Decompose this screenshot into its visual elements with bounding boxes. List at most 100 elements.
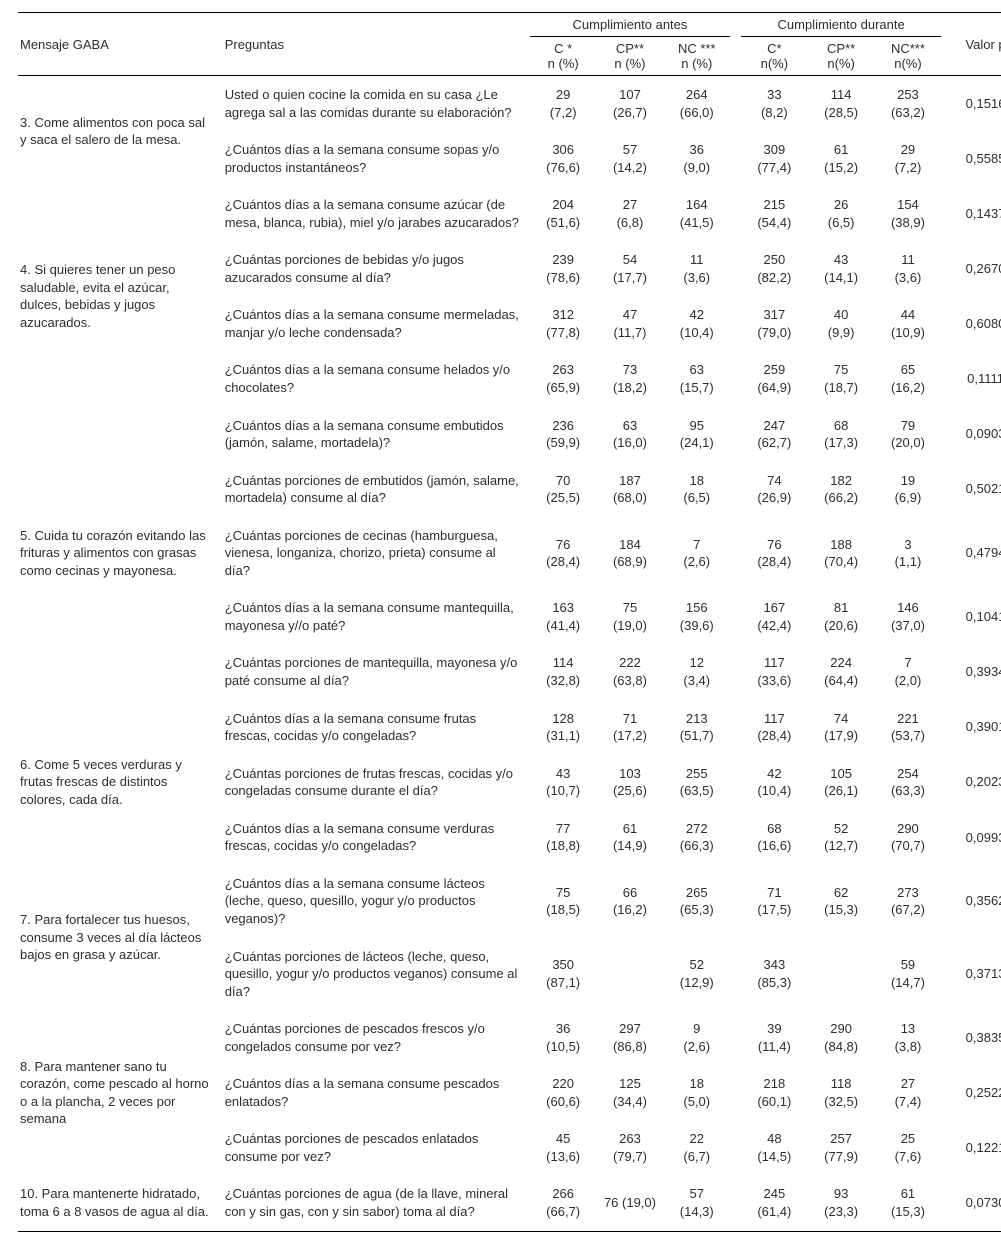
nc-dur-cell: 154(38,9) [875,186,942,241]
nc-dur-cell: 254(63,3) [875,755,942,810]
gaba-table: Mensaje GABA Preguntas Cumplimiento ante… [18,12,1001,1232]
valorp-cell: 0,3713 [952,938,1001,1011]
cp-dur-cell: 188(70,4) [808,517,875,590]
pregunta-cell: ¿Cuántos días a la semana consume verdur… [223,810,530,865]
nc-dur-cell: 7(2,0) [875,644,942,699]
c-antes-cell: 163(41,4) [530,589,597,644]
cp-dur-cell: 61(15,2) [808,131,875,186]
nc-dur-cell: 65(16,2) [875,351,942,406]
pregunta-cell: ¿Cuántas porciones de embutidos (jamón, … [223,462,530,517]
c-antes-cell: 239(78,6) [530,241,597,296]
header-nc-antes: NC ***n (%) [663,37,730,76]
c-dur-cell: 245(61,4) [741,1175,808,1231]
pregunta-cell: ¿Cuántas porciones de frutas frescas, co… [223,755,530,810]
mensaje-cell: 3. Come alimentos con poca sal y saca el… [18,76,223,187]
valorp-cell: 0,1437 [952,186,1001,241]
header-c-dur: C*n(%) [741,37,808,76]
valorp-cell: 0,5585 [952,131,1001,186]
cp-dur-cell: 118(32,5) [808,1065,875,1120]
nc-antes-cell: 18(5,0) [663,1065,730,1120]
c-dur-cell: 247(62,7) [741,407,808,462]
pregunta-cell: ¿Cuántos días a la semana consume mermel… [223,296,530,351]
nc-antes-cell: 63(15,7) [663,351,730,406]
nc-dur-cell: 59(14,7) [875,938,942,1011]
header-cp-dur: CP**n(%) [808,37,875,76]
c-antes-cell: 266(66,7) [530,1175,597,1231]
cp-dur-cell: 182(66,2) [808,462,875,517]
c-dur-cell: 76(28,4) [741,517,808,590]
c-antes-cell: 70(25,5) [530,462,597,517]
c-dur-cell: 167(42,4) [741,589,808,644]
header-nc-dur: NC***n(%) [875,37,942,76]
cp-dur-cell [808,938,875,1011]
cp-antes-cell: 71(17,2) [597,700,664,755]
cp-antes-cell [597,938,664,1011]
table-row: 8. Para mantener sano tu corazón, come p… [18,1010,1001,1065]
nc-antes-cell: 12(3,4) [663,644,730,699]
valorp-cell: 0,3934 [952,644,1001,699]
header-mensaje: Mensaje GABA [18,13,223,76]
c-antes-cell: 263(65,9) [530,351,597,406]
nc-dur-cell: 3(1,1) [875,517,942,590]
pregunta-cell: ¿Cuántas porciones de pescados enlatados… [223,1120,530,1175]
c-dur-cell: 317(79,0) [741,296,808,351]
nc-dur-cell: 221(53,7) [875,700,942,755]
c-antes-cell: 236(59,9) [530,407,597,462]
pregunta-cell: ¿Cuántos días a la semana consume frutas… [223,700,530,755]
c-dur-cell: 250(82,2) [741,241,808,296]
c-antes-cell: 306(76,6) [530,131,597,186]
cp-antes-cell: 222(63,8) [597,644,664,699]
cp-antes-cell: 187(68,0) [597,462,664,517]
c-antes-cell: 128(31,1) [530,700,597,755]
nc-antes-cell: 264(66,0) [663,76,730,132]
cp-dur-cell: 52(12,7) [808,810,875,865]
mensaje-cell: 7. Para fortalecer tus huesos, consume 3… [18,865,223,1010]
c-antes-cell: 45(13,6) [530,1120,597,1175]
nc-antes-cell: 164(41,5) [663,186,730,241]
table-row: 7. Para fortalecer tus huesos, consume 3… [18,865,1001,938]
pregunta-cell: ¿Cuántos días a la semana consume sopas … [223,131,530,186]
nc-antes-cell: 42(10,4) [663,296,730,351]
nc-antes-cell: 95(24,1) [663,407,730,462]
cp-antes-cell: 66(16,2) [597,865,664,938]
c-dur-cell: 71(17,5) [741,865,808,938]
c-antes-cell: 350(87,1) [530,938,597,1011]
c-antes-cell: 114(32,8) [530,644,597,699]
nc-antes-cell: 265(65,3) [663,865,730,938]
nc-antes-cell: 22(6,7) [663,1120,730,1175]
c-antes-cell: 75(18,5) [530,865,597,938]
cp-dur-cell: 75(18,7) [808,351,875,406]
cp-antes-cell: 27(6,8) [597,186,664,241]
nc-dur-cell: 19(6,9) [875,462,942,517]
pregunta-cell: ¿Cuántos días a la semana consume manteq… [223,589,530,644]
header-cp-antes: CP**n (%) [597,37,664,76]
nc-antes-cell: 36(9,0) [663,131,730,186]
table-row: 3. Come alimentos con poca sal y saca el… [18,76,1001,132]
nc-antes-cell: 272(66,3) [663,810,730,865]
pregunta-cell: Usted o quien cocine la comida en su cas… [223,76,530,132]
mensaje-cell: 8. Para mantener sano tu corazón, come p… [18,1010,223,1175]
valorp-cell: 0,2023 [952,755,1001,810]
pregunta-cell: ¿Cuántas porciones de lácteos (leche, qu… [223,938,530,1011]
pregunta-cell: ¿Cuántos días a la semana consume pescad… [223,1065,530,1120]
valorp-cell: 0,0993 [952,810,1001,865]
cp-antes-cell: 297(86,8) [597,1010,664,1065]
c-dur-cell: 218(60,1) [741,1065,808,1120]
header-valorp: Valor p [952,13,1001,76]
mensaje-cell: 5. Cuida tu corazón evitando las fritura… [18,407,223,700]
valorp-cell: 0,0903 [952,407,1001,462]
mensaje-cell: 10. Para mantenerte hidratado, toma 6 a … [18,1175,223,1231]
nc-dur-cell: 79(20,0) [875,407,942,462]
valorp-cell: 0,3901 [952,700,1001,755]
valorp-cell: 0,6080 [952,296,1001,351]
valorp-cell: 0,1111 [952,351,1001,406]
pregunta-cell: ¿Cuántos días a la semana consume lácteo… [223,865,530,938]
cp-dur-cell: 224(64,4) [808,644,875,699]
table-row: 5. Cuida tu corazón evitando las fritura… [18,407,1001,462]
nc-dur-cell: 273(67,2) [875,865,942,938]
valorp-cell: 0,3835 [952,1010,1001,1065]
header-durante: Cumplimiento durante [741,13,941,37]
nc-dur-cell: 11(3,6) [875,241,942,296]
cp-dur-cell: 290(84,8) [808,1010,875,1065]
pregunta-cell: ¿Cuántas porciones de mantequilla, mayon… [223,644,530,699]
